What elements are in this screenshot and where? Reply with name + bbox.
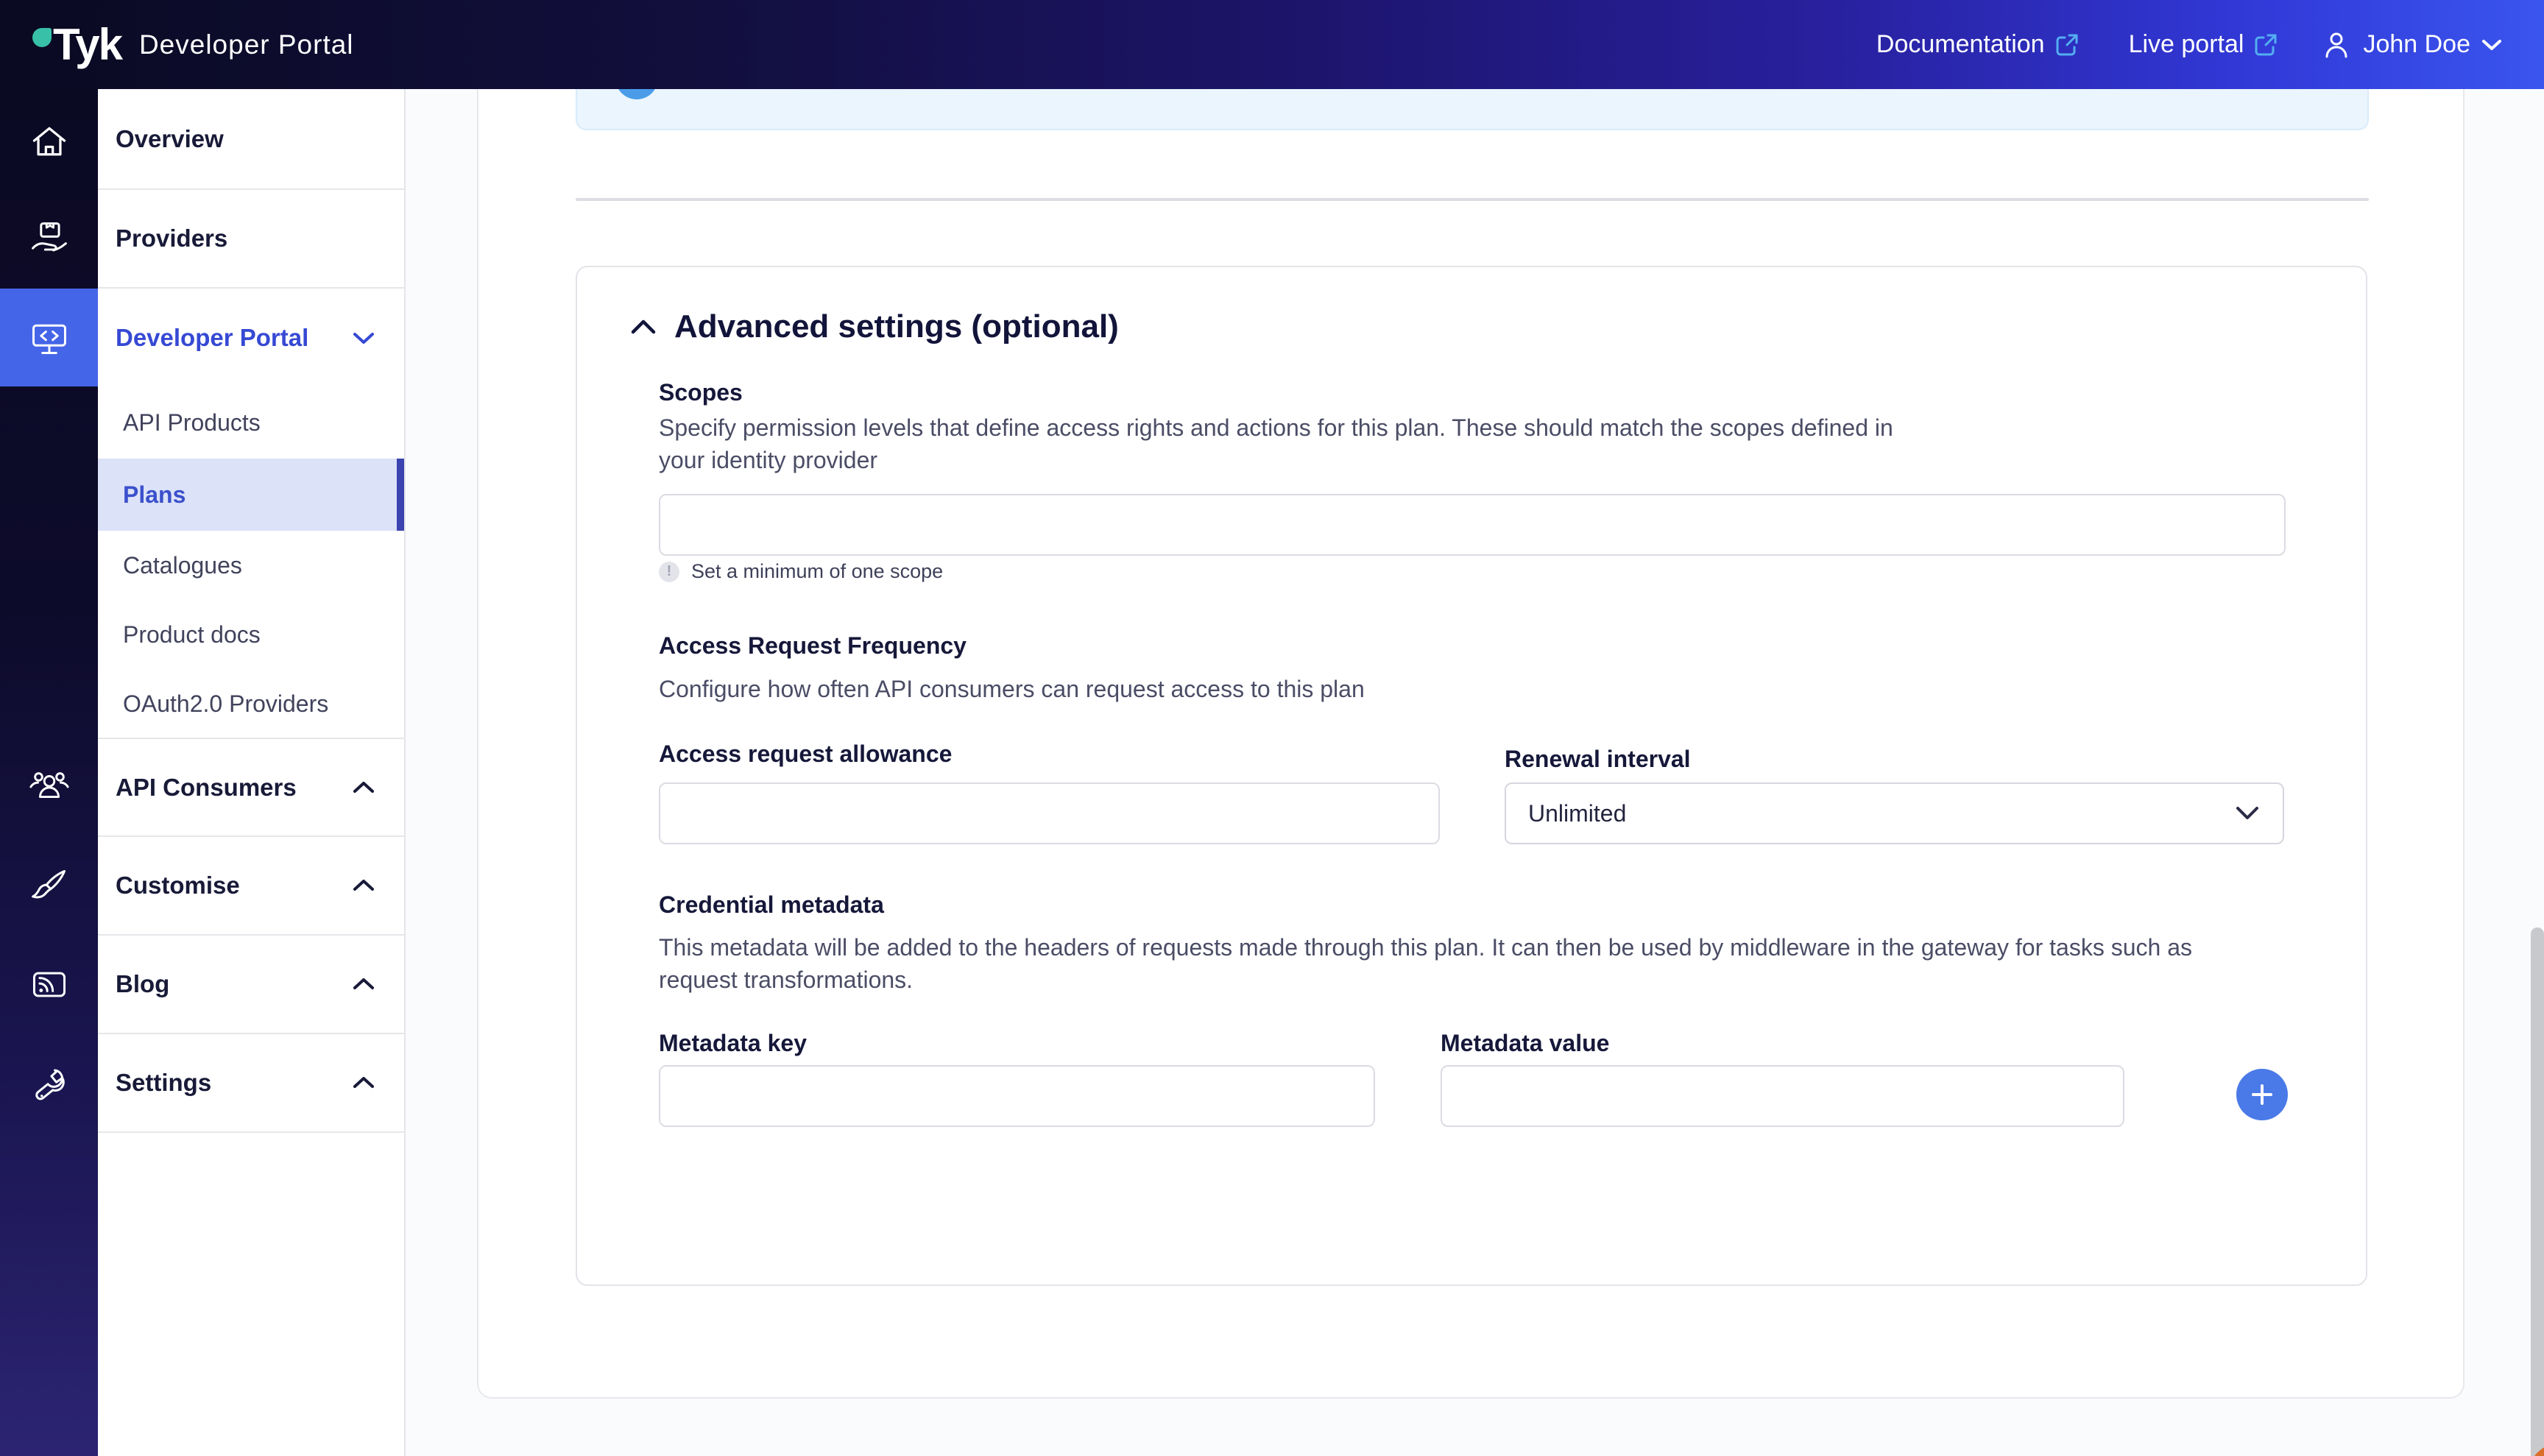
- app-shell: Overview Providers Developer Portal API …: [0, 89, 2544, 1456]
- documentation-label: Documentation: [1876, 30, 2045, 58]
- scopes-hint-text: Set a minimum of one scope: [691, 560, 944, 582]
- rail-item-blog[interactable]: [0, 936, 98, 1033]
- renewal-interval-value: Unlimited: [1528, 799, 1627, 827]
- sidebar-item-overview[interactable]: Overview: [98, 89, 404, 190]
- advanced-settings-toggle[interactable]: Advanced settings (optional): [629, 308, 1119, 345]
- sidebar-item-label: Overview: [116, 124, 224, 152]
- sidebar-item-label: Settings: [116, 1069, 212, 1096]
- rail-item-developer-portal[interactable]: [0, 289, 98, 386]
- scrollbar-thumb[interactable]: [2531, 927, 2544, 1456]
- sidebar-item-api-consumers[interactable]: API Consumers: [98, 739, 404, 837]
- content-panel: Advanced settings (optional) Scopes Spec…: [477, 89, 2464, 1399]
- monitor-code-icon: [32, 324, 66, 354]
- chevron-up-icon: [353, 978, 374, 989]
- sidebar-item-label: Catalogues: [123, 551, 242, 579]
- external-link-icon: [2255, 34, 2277, 55]
- sidebar-item-product-docs[interactable]: Product docs: [98, 600, 404, 670]
- header-nav: Documentation Live portal John Doe: [1876, 30, 2503, 60]
- live-portal-link[interactable]: Live portal: [2129, 30, 2280, 59]
- chevron-up-icon: [353, 1077, 374, 1088]
- tyk-leaf-icon: [32, 27, 52, 47]
- documentation-link[interactable]: Documentation: [1876, 30, 2080, 59]
- hand-box-icon: [31, 222, 67, 251]
- live-portal-label: Live portal: [2128, 30, 2244, 58]
- metadata-value-label: Metadata value: [1441, 1030, 1610, 1056]
- advanced-settings-card: Advanced settings (optional) Scopes Spec…: [576, 266, 2367, 1286]
- scopes-input[interactable]: [659, 494, 2286, 556]
- sidebar-menu: Overview Providers Developer Portal API …: [98, 89, 406, 1456]
- external-link-icon: [2056, 34, 2078, 55]
- credential-metadata-description-line1: This metadata will be added to the heade…: [659, 934, 2192, 961]
- sidebar-item-providers[interactable]: Providers: [98, 190, 404, 289]
- wrench-icon: [35, 1069, 65, 1100]
- brand-name: Tyk: [53, 20, 123, 69]
- access-request-frequency-description: Configure how often API consumers can re…: [659, 676, 1365, 702]
- sidebar-item-label: API Products: [123, 409, 261, 436]
- rail-item-api-consumers[interactable]: [0, 738, 98, 835]
- rail-item-providers[interactable]: [0, 191, 98, 289]
- sidebar-item-plans[interactable]: Plans: [98, 459, 404, 531]
- icon-rail: [0, 89, 98, 1456]
- users-icon: [29, 771, 69, 798]
- chevron-down-icon: [2482, 39, 2501, 50]
- sidebar-item-label: Product docs: [123, 621, 261, 648]
- scopes-description-line2: your identity provider: [659, 447, 878, 473]
- sidebar-item-label: OAuth2.0 Providers: [123, 690, 329, 717]
- chevron-up-icon: [353, 781, 374, 793]
- sidebar-item-label: Developer Portal: [116, 323, 309, 351]
- content-area: Advanced settings (optional) Scopes Spec…: [406, 89, 2544, 1456]
- scopes-label: Scopes: [659, 379, 743, 406]
- rss-blog-icon: [32, 972, 66, 997]
- metadata-key-label: Metadata key: [659, 1030, 807, 1056]
- sidebar-item-customise[interactable]: Customise: [98, 837, 404, 936]
- chevron-up-icon: [631, 319, 656, 334]
- chevron-up-icon: [353, 880, 374, 891]
- sidebar-item-api-products[interactable]: API Products: [98, 386, 404, 459]
- plus-icon: [2252, 1084, 2272, 1105]
- credential-metadata-description-line2: request transformations.: [659, 966, 914, 993]
- brand-suffix: Developer Portal: [138, 29, 354, 60]
- renewal-interval-label: Renewal interval: [1505, 746, 1691, 772]
- access-request-allowance-label: Access request allowance: [659, 741, 953, 767]
- rail-item-settings[interactable]: [0, 1034, 98, 1132]
- sidebar-item-catalogues[interactable]: Catalogues: [98, 531, 404, 600]
- sidebar-item-label: Providers: [116, 225, 228, 252]
- sidebar-item-label: Blog: [116, 970, 170, 997]
- sidebar-item-label: Customise: [116, 872, 240, 899]
- paintbrush-icon: [31, 869, 66, 898]
- access-request-frequency-label: Access Request Frequency: [659, 632, 967, 659]
- add-metadata-button[interactable]: [2236, 1069, 2288, 1120]
- advanced-settings-title: Advanced settings (optional): [674, 308, 1119, 344]
- scopes-description-line1: Specify permission levels that define ac…: [659, 414, 1893, 441]
- section-divider: [576, 198, 2369, 201]
- credential-metadata-label: Credential metadata: [659, 891, 884, 918]
- home-icon: [32, 127, 66, 155]
- sidebar-item-label: Plans: [123, 481, 186, 508]
- access-request-allowance-input[interactable]: [659, 782, 1440, 844]
- sidebar-item-label: API Consumers: [116, 773, 297, 801]
- chevron-down-icon: [2236, 807, 2258, 819]
- user-menu[interactable]: John Doe: [2322, 30, 2503, 60]
- brand-logo[interactable]: Tyk Developer Portal: [32, 19, 354, 70]
- sidebar-item-blog[interactable]: Blog: [98, 936, 404, 1034]
- user-icon: [2325, 32, 2347, 57]
- renewal-interval-select[interactable]: Unlimited: [1505, 782, 2284, 844]
- sidebar-item-settings[interactable]: Settings: [98, 1034, 404, 1133]
- app-header: Tyk Developer Portal Documentation Live …: [0, 0, 2544, 89]
- user-name: John Doe: [2363, 30, 2470, 58]
- info-banner: [576, 89, 2369, 130]
- rail-item-customise[interactable]: [0, 837, 98, 935]
- metadata-key-input[interactable]: [659, 1065, 1375, 1127]
- sidebar-item-developer-portal[interactable]: Developer Portal: [98, 289, 404, 386]
- metadata-value-input[interactable]: [1441, 1065, 2124, 1127]
- scopes-hint: Set a minimum of one scope: [659, 560, 943, 583]
- chevron-down-icon: [353, 332, 374, 344]
- info-banner-icon: [615, 89, 658, 99]
- alert-circle-icon: [659, 561, 679, 582]
- rail-item-overview[interactable]: [0, 93, 98, 191]
- sidebar-item-oauth-providers[interactable]: OAuth2.0 Providers: [98, 670, 404, 739]
